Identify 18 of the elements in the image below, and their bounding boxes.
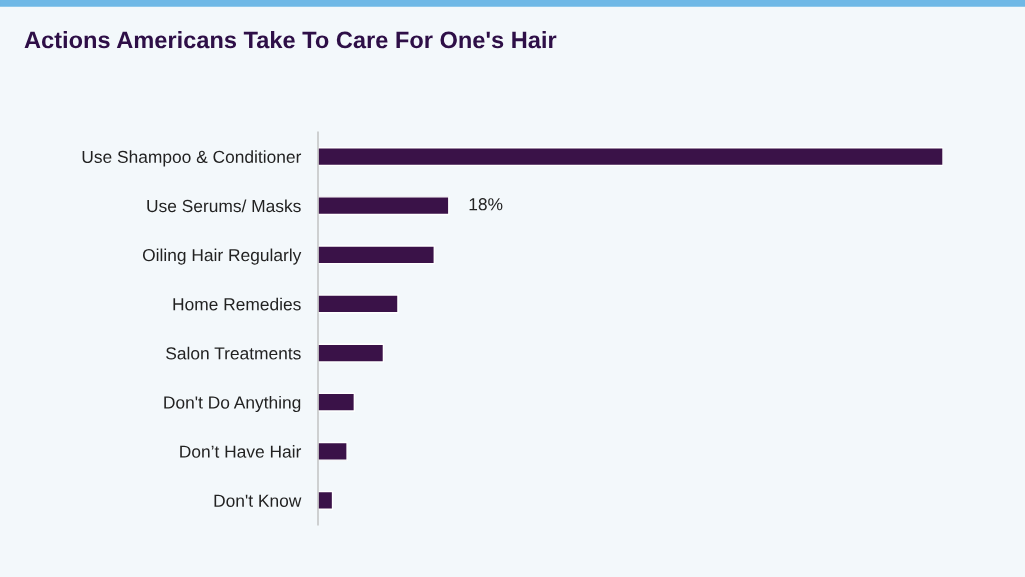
y-tick-label: Don't Know (214, 494, 302, 507)
y-tick-label: Don't Do Anything (164, 395, 301, 413)
y-tick-label: Salon Treatments (166, 346, 301, 360)
bar (318, 245, 435, 265)
data-label: 18% (469, 198, 503, 211)
y-tick-label: Oiling Hair Regularly (142, 248, 302, 265)
bar (318, 490, 334, 510)
y-tick-label: Use Shampoo & Conditioner (82, 150, 302, 167)
y-tick-label: Home Remedies (173, 297, 301, 311)
bar (318, 294, 399, 314)
bar (318, 147, 943, 167)
y-tick-label: Don’t Have Hair (180, 445, 302, 458)
chart-title: Actions Americans Take To Care For One's Hair (24, 31, 557, 49)
bar (318, 196, 450, 216)
bar (318, 343, 385, 363)
bar (318, 441, 348, 461)
bar (318, 392, 356, 412)
y-tick-label: Use Serums/ Masks (147, 199, 301, 213)
